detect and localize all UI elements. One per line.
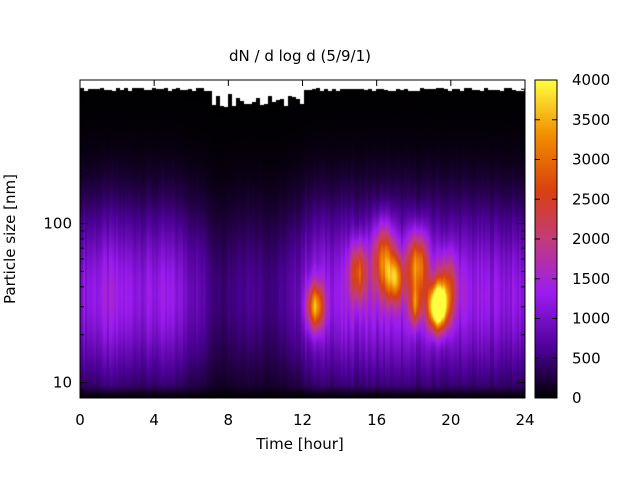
colorbar-ticks: 0 500 1000 1500 2000 2500 3000 3500 4000 [535,71,610,407]
x-axis-ticks: 0 4 8 12 16 20 24 [75,80,535,429]
x-tick-label: 24 [515,411,534,429]
y-axis-label: Particle size [nm] [1,174,19,304]
x-tick-label: 16 [367,411,386,429]
colorbar-tick-label: 1500 [572,270,610,288]
x-axis-label: Time [hour] [255,435,344,453]
colorbar-tick-label: 1000 [572,310,610,328]
x-tick-label: 4 [149,411,159,429]
colorbar-tick-label: 500 [572,349,601,367]
colorbar-tick-label: 3500 [572,111,610,129]
x-tick-label: 0 [75,411,85,429]
y-axis-ticks: 10 100 [43,79,525,399]
y-tick-label: 100 [43,215,72,233]
x-tick-label: 20 [441,411,460,429]
x-tick-label: 12 [293,411,312,429]
colorbar-tick-label: 3000 [572,151,610,169]
heatmap-plot [80,80,525,398]
colorbar-tick-label: 2000 [572,230,610,248]
y-tick-label: 10 [53,374,72,392]
x-tick-label: 8 [224,411,234,429]
colorbar-tick-label: 4000 [572,71,610,89]
chart-title: dN / d log d (5/9/1) [229,47,371,65]
colorbar-tick-label: 2500 [572,190,610,208]
colorbar-tick-label: 0 [572,389,582,407]
